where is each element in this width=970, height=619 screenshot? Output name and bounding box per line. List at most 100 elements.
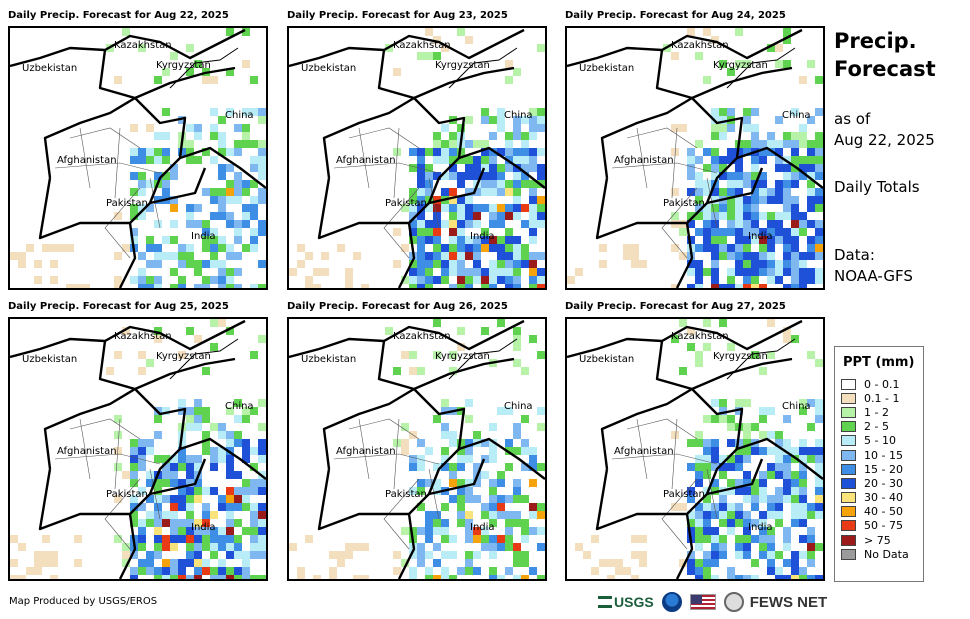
precip-cell bbox=[178, 148, 186, 156]
precip-cell bbox=[138, 535, 146, 543]
precip-cell bbox=[465, 559, 473, 567]
precip-cell bbox=[218, 276, 226, 284]
precip-cell bbox=[497, 180, 505, 188]
precip-cell bbox=[465, 535, 473, 543]
precip-cell bbox=[473, 268, 481, 276]
precip-cell bbox=[194, 156, 202, 164]
precip-cell bbox=[178, 527, 186, 535]
precip-cell bbox=[775, 236, 783, 244]
precip-cell bbox=[521, 204, 529, 212]
precip-cell bbox=[473, 495, 481, 503]
precip-cell bbox=[815, 455, 823, 463]
precip-cell bbox=[513, 204, 521, 212]
precip-cell bbox=[130, 148, 138, 156]
precip-cell bbox=[743, 172, 751, 180]
precip-cell bbox=[138, 252, 146, 260]
precip-cell bbox=[529, 228, 537, 236]
precip-cell bbox=[226, 220, 234, 228]
precip-cell bbox=[210, 156, 218, 164]
precip-cell bbox=[226, 68, 234, 76]
precip-cell bbox=[130, 188, 138, 196]
precip-cell bbox=[289, 268, 297, 276]
precip-cell bbox=[202, 543, 210, 551]
precip-cell bbox=[409, 284, 417, 288]
legend-title: PPT (mm) bbox=[843, 355, 915, 370]
precip-cell bbox=[743, 575, 751, 579]
precip-cell bbox=[767, 447, 775, 455]
precip-cell bbox=[186, 407, 194, 415]
precip-cell bbox=[703, 439, 711, 447]
precip-cell bbox=[767, 351, 775, 359]
country-label-afghanistan: Afghanistan bbox=[614, 155, 674, 166]
precip-cell bbox=[521, 415, 529, 423]
precip-cell bbox=[82, 284, 90, 288]
precip-cell bbox=[497, 116, 505, 124]
precip-cell bbox=[186, 44, 194, 52]
precip-cell bbox=[489, 212, 497, 220]
precip-cell bbox=[441, 252, 449, 260]
precip-cell bbox=[417, 212, 425, 220]
precip-cell bbox=[529, 180, 537, 188]
precip-cell bbox=[226, 252, 234, 260]
precip-cell bbox=[687, 284, 695, 288]
precip-cell bbox=[441, 431, 449, 439]
precip-cell bbox=[154, 76, 162, 84]
precip-cell bbox=[537, 276, 545, 284]
legend-label: 30 - 40 bbox=[864, 491, 903, 505]
precip-cell bbox=[743, 196, 751, 204]
precip-cell bbox=[170, 268, 178, 276]
precip-cell bbox=[449, 228, 457, 236]
precip-cell bbox=[473, 276, 481, 284]
precip-cell bbox=[711, 220, 719, 228]
precip-cell bbox=[409, 268, 417, 276]
precip-cell bbox=[297, 244, 305, 252]
precip-cell bbox=[529, 447, 537, 455]
precip-cell bbox=[783, 487, 791, 495]
precip-cell bbox=[130, 495, 138, 503]
precip-cell bbox=[521, 519, 529, 527]
precip-cell bbox=[695, 439, 703, 447]
precip-cell bbox=[529, 252, 537, 260]
precip-cell bbox=[441, 156, 449, 164]
precip-cell bbox=[218, 244, 226, 252]
precip-cell bbox=[194, 423, 202, 431]
precip-cell bbox=[759, 527, 767, 535]
panel-title: Daily Precip. Forecast for Aug 23, 2025 bbox=[287, 10, 508, 21]
precip-cell bbox=[449, 351, 457, 359]
precip-cell bbox=[154, 220, 162, 228]
precip-cell bbox=[449, 148, 457, 156]
precip-cell bbox=[138, 148, 146, 156]
precip-cell bbox=[505, 60, 513, 68]
precip-cell bbox=[815, 503, 823, 511]
precip-cell bbox=[735, 180, 743, 188]
precip-cell bbox=[687, 188, 695, 196]
precip-cell bbox=[497, 108, 505, 116]
precip-cell bbox=[242, 487, 250, 495]
asof-line2: Aug 22, 2025 bbox=[834, 131, 935, 149]
precip-cell bbox=[505, 244, 513, 252]
precip-cell bbox=[783, 132, 791, 140]
precip-cell bbox=[409, 196, 417, 204]
precip-cell bbox=[226, 188, 234, 196]
precip-cell bbox=[154, 252, 162, 260]
precip-cell bbox=[250, 535, 258, 543]
precip-cell bbox=[807, 399, 815, 407]
precip-cell bbox=[465, 220, 473, 228]
precip-cell bbox=[775, 188, 783, 196]
legend-label: 0.1 - 1 bbox=[864, 391, 900, 405]
precip-cell bbox=[417, 260, 425, 268]
precip-cell bbox=[481, 276, 489, 284]
legend-swatch bbox=[841, 392, 856, 404]
precip-cell bbox=[719, 252, 727, 260]
precip-cell bbox=[234, 575, 242, 579]
precip-cell bbox=[154, 431, 162, 439]
precip-cell bbox=[807, 543, 815, 551]
precip-cell bbox=[807, 511, 815, 519]
precip-cell bbox=[178, 407, 186, 415]
precip-cell bbox=[743, 124, 751, 132]
precip-cell bbox=[457, 343, 465, 351]
precip-cell bbox=[130, 172, 138, 180]
country-label-china: China bbox=[504, 110, 533, 121]
precip-cell bbox=[186, 463, 194, 471]
precip-cell bbox=[202, 236, 210, 244]
